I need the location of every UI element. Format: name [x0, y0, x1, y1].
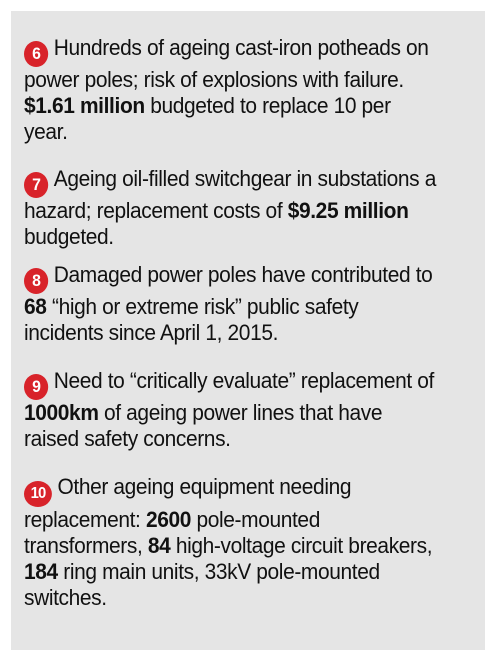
item-highlight: 84 — [147, 533, 171, 558]
item-text: budgeted to replace 10 per year. — [24, 93, 391, 144]
item-text: Ageing oil-filled switchgear in substati… — [24, 166, 436, 223]
list-item-6: 6 Hundreds of ageing cast-iron potheads o… — [24, 35, 438, 145]
list-item-7: 7 Ageing oil-filled switchgear in substat… — [24, 166, 438, 250]
item-highlight: 68 — [24, 294, 47, 319]
item-highlight: $1.61 million — [24, 93, 145, 118]
item-highlight: 1000km — [24, 400, 99, 425]
list-item-9: 9 Need to “critically evaluate” replaceme… — [24, 368, 438, 452]
item-text: “high or extreme risk” public safety inc… — [24, 294, 359, 345]
number-badge-10: 10 — [24, 481, 52, 507]
item-text: Damaged power poles have contributed to — [53, 262, 433, 287]
item-text: Other ageing equipment needing replaceme… — [24, 474, 352, 532]
item-text: pole-mounted transformers, — [24, 507, 320, 558]
number-badge-6: 6 — [24, 41, 49, 67]
item-text: of ageing power lines that have raised s… — [24, 400, 383, 451]
item-text: Need to “critically evaluate” replacemen… — [53, 368, 435, 393]
list-item-10: 10 Other ageing equipment needing replace… — [24, 474, 438, 611]
item-highlight: $9.25 million — [287, 198, 409, 223]
item-text: high-voltage circuit breakers, — [170, 533, 433, 558]
info-panel — [11, 11, 485, 650]
number-badge-9: 9 — [24, 374, 49, 400]
item-text: budgeted. — [24, 224, 114, 249]
item-highlight: 184 — [24, 559, 58, 584]
item-highlight: 2600 — [145, 507, 192, 532]
item-text: Hundreds of ageing cast-iron potheads on… — [24, 35, 429, 92]
number-badge-7: 7 — [24, 172, 49, 198]
number-badge-8: 8 — [24, 268, 49, 294]
item-text: ring main units, 33kV pole-mounted switc… — [24, 559, 380, 610]
list-item-8: 8 Damaged power poles have contributed to… — [24, 262, 438, 346]
